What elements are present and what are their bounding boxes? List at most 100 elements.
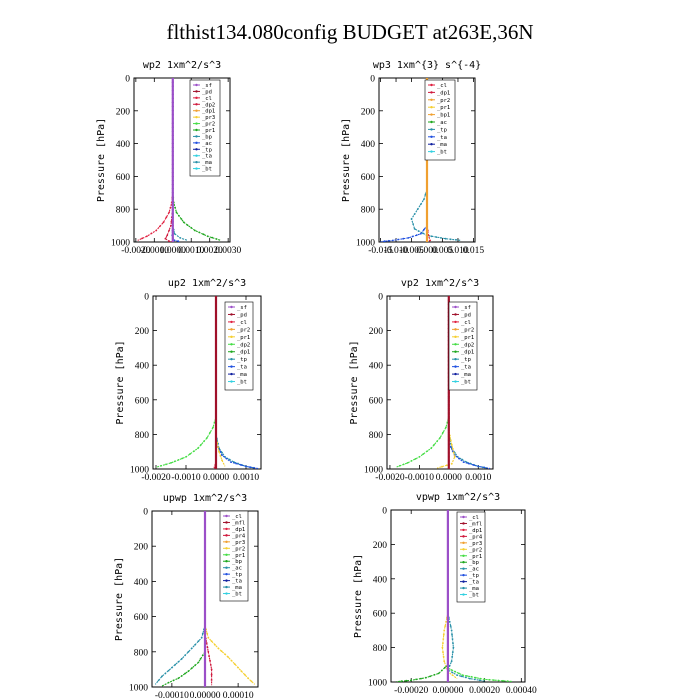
series-point xyxy=(492,679,495,681)
series-point xyxy=(171,221,174,223)
legend-label: _pd xyxy=(237,312,247,318)
series-point xyxy=(426,177,428,179)
series-point xyxy=(215,464,217,466)
series-point xyxy=(204,518,206,520)
series-point xyxy=(211,236,214,239)
series-point xyxy=(204,562,206,564)
series-point xyxy=(426,225,428,227)
series-point xyxy=(224,653,226,655)
series-line xyxy=(172,78,221,241)
series-point xyxy=(426,169,428,171)
series-point xyxy=(445,620,447,623)
panel-title: upwp 1xm^2/s^3 xyxy=(163,493,247,504)
y-tick-label: 600 xyxy=(135,396,150,406)
series-point xyxy=(447,549,449,551)
legend-label: _bt xyxy=(437,150,447,156)
legend-marker xyxy=(195,109,198,112)
series-point xyxy=(412,223,414,225)
legend-label: _sf xyxy=(237,305,247,311)
series-point xyxy=(230,461,232,463)
y-tick-label: 200 xyxy=(373,541,388,551)
series-point xyxy=(450,629,453,632)
series-point xyxy=(215,367,217,370)
series-point xyxy=(184,654,186,657)
legend-label: _dp1 xyxy=(461,350,474,356)
series-point xyxy=(204,594,206,596)
series-point xyxy=(419,232,422,235)
series-point xyxy=(170,462,172,464)
series-point xyxy=(474,676,477,679)
series-point xyxy=(171,121,174,123)
series-point xyxy=(447,581,449,583)
series-point xyxy=(215,431,217,434)
legend-marker xyxy=(230,343,233,346)
legend-marker xyxy=(454,380,457,383)
series-point xyxy=(447,665,449,667)
series-point xyxy=(447,597,449,599)
series-point xyxy=(435,236,438,239)
legend-label: _bt xyxy=(237,380,247,386)
series-point xyxy=(439,437,441,439)
series-point xyxy=(426,181,428,183)
series-point xyxy=(250,680,253,683)
series-point xyxy=(447,415,450,418)
series-point xyxy=(171,101,174,103)
legend-marker xyxy=(230,328,233,331)
series-point xyxy=(227,656,230,658)
legend-label: _pr2 xyxy=(232,546,245,552)
y-tick-label: 600 xyxy=(134,613,149,623)
legend-marker xyxy=(225,527,228,531)
series-point xyxy=(450,443,453,446)
series-point xyxy=(169,206,172,209)
series-point xyxy=(447,299,450,301)
series-point xyxy=(426,193,428,195)
series-point xyxy=(447,669,449,671)
series-point xyxy=(182,221,185,224)
series-point xyxy=(193,450,195,452)
y-tick-label: 0 xyxy=(125,75,130,85)
series-point xyxy=(215,303,217,305)
series-point xyxy=(410,460,413,462)
series-point xyxy=(458,457,460,460)
legend-label: _cl xyxy=(232,514,242,520)
legend-label: _sf xyxy=(202,83,212,89)
series-point xyxy=(204,614,206,616)
series-point xyxy=(447,621,449,623)
series-point xyxy=(171,169,174,171)
series-point xyxy=(173,460,176,463)
legend-marker xyxy=(195,115,198,119)
series-point xyxy=(447,411,450,414)
series-point xyxy=(208,655,210,658)
legend-marker xyxy=(230,305,233,309)
series-point xyxy=(449,238,452,241)
y-tick-label: 400 xyxy=(116,140,131,150)
x-tick-label: 0.000 xyxy=(416,246,438,256)
series-point xyxy=(173,232,176,235)
series-point xyxy=(413,228,416,230)
series-point xyxy=(444,237,447,240)
series-point xyxy=(204,514,206,516)
series-point xyxy=(451,651,454,654)
series-point xyxy=(450,660,453,663)
series-point xyxy=(203,440,205,443)
legend-marker xyxy=(195,128,198,132)
series-point xyxy=(215,299,217,301)
legend-label: _ac xyxy=(469,567,479,573)
series-point xyxy=(447,593,449,595)
series-point xyxy=(472,464,475,466)
series-point xyxy=(187,670,190,673)
legend-label: _pr3 xyxy=(469,541,482,547)
series-point xyxy=(447,513,449,515)
series-point xyxy=(447,565,449,567)
series-point xyxy=(204,634,206,636)
series-point xyxy=(446,464,448,467)
y-tick-label: 400 xyxy=(135,362,150,372)
series-point xyxy=(478,679,481,682)
series-point xyxy=(171,197,174,199)
series-point xyxy=(442,431,444,434)
series-point xyxy=(171,105,174,107)
series-point xyxy=(237,666,239,669)
legend-label: _sf xyxy=(461,305,471,311)
y-axis-label: Pressure [hPa] xyxy=(353,554,364,638)
series-point xyxy=(447,427,450,430)
